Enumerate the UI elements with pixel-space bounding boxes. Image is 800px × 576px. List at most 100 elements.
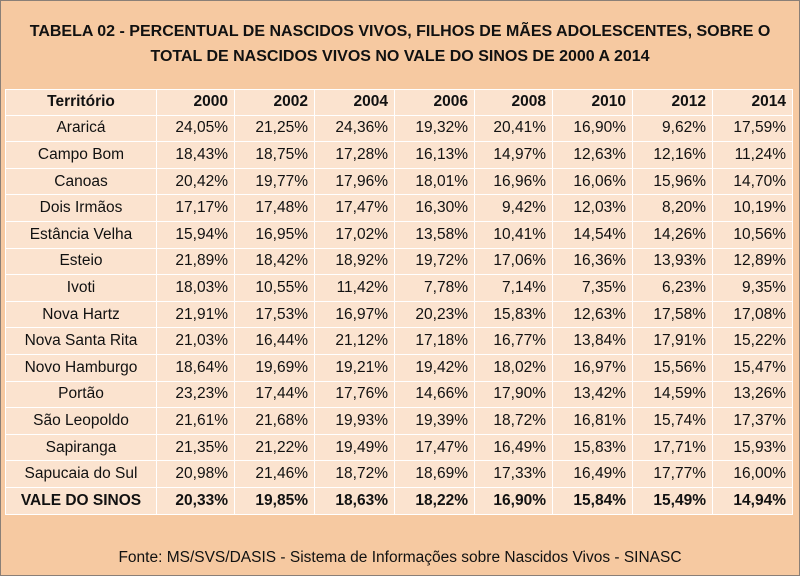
percent-cell: 14,26% bbox=[633, 221, 713, 249]
percent-cell: 19,39% bbox=[395, 408, 475, 435]
percent-cell: 24,36% bbox=[315, 115, 395, 143]
percent-cell: 17,06% bbox=[475, 248, 553, 276]
percent-cell: 21,89% bbox=[157, 248, 235, 276]
percent-cell: 16,97% bbox=[553, 354, 633, 382]
percent-cell: 13,84% bbox=[553, 328, 633, 355]
percent-cell: 6,23% bbox=[633, 275, 713, 302]
percent-cell: 14,70% bbox=[713, 168, 793, 196]
percent-cell: 16,13% bbox=[395, 142, 475, 169]
percent-cell: 18,43% bbox=[157, 142, 235, 169]
header-cell: Território bbox=[5, 89, 157, 116]
percent-cell: 20,98% bbox=[157, 461, 235, 488]
territory-cell: Esteio bbox=[5, 248, 157, 276]
table-row: Ivoti 18,03% 10,55% 11,42% 7,78% 7,14% 7,35% 6,… bbox=[5, 275, 793, 302]
percent-cell: 14,59% bbox=[633, 381, 713, 409]
percent-cell: 15,47% bbox=[713, 354, 793, 382]
table-row: Araricá 24,05% 21,25% 24,36% 19,32% 20,41% 16,… bbox=[5, 115, 793, 143]
header-cell: 2000 bbox=[157, 89, 235, 116]
percent-cell: 15,56% bbox=[633, 354, 713, 382]
percent-cell: 17,71% bbox=[633, 434, 713, 462]
percent-cell: 10,56% bbox=[713, 221, 793, 249]
percent-cell: 9,35% bbox=[713, 275, 793, 302]
territory-cell: Sapucaia do Sul bbox=[5, 461, 157, 488]
percent-cell: 18,72% bbox=[475, 408, 553, 435]
title-line-1: TABELA 02 - PERCENTUAL DE NASCIDOS VIVOS… bbox=[29, 23, 771, 40]
percent-cell: 21,61% bbox=[157, 408, 235, 435]
percent-cell: 16,96% bbox=[475, 168, 553, 196]
percent-cell: 17,17% bbox=[157, 195, 235, 222]
percent-cell: 21,46% bbox=[235, 461, 315, 488]
percent-cell: 19,32% bbox=[395, 115, 475, 143]
percent-cell: 10,41% bbox=[475, 221, 553, 249]
percent-cell: 12,63% bbox=[553, 142, 633, 169]
percent-cell: 13,26% bbox=[713, 381, 793, 409]
percent-cell: 16,49% bbox=[475, 434, 553, 462]
percent-cell: 16,90% bbox=[475, 487, 553, 515]
table-title: TABELA 02 - PERCENTUAL DE NASCIDOS VIVOS… bbox=[1, 1, 799, 87]
percent-cell: 14,97% bbox=[475, 142, 553, 169]
percent-cell: 11,24% bbox=[713, 142, 793, 169]
percent-cell: 19,69% bbox=[235, 354, 315, 382]
percent-cell: 15,83% bbox=[553, 434, 633, 462]
percent-cell: 15,49% bbox=[633, 487, 713, 515]
percent-cell: 17,37% bbox=[713, 408, 793, 435]
percent-cell: 15,84% bbox=[553, 487, 633, 515]
percent-cell: 7,78% bbox=[395, 275, 475, 302]
percent-cell: 19,49% bbox=[315, 434, 395, 462]
percent-cell: 19,85% bbox=[235, 487, 315, 515]
percent-cell: 7,14% bbox=[475, 275, 553, 302]
territory-cell: Estância Velha bbox=[5, 221, 157, 249]
percent-cell: 20,42% bbox=[157, 168, 235, 196]
percent-cell: 18,02% bbox=[475, 354, 553, 382]
percent-cell: 20,23% bbox=[395, 301, 475, 329]
percent-cell: 21,25% bbox=[235, 115, 315, 143]
percent-cell: 19,93% bbox=[315, 408, 395, 435]
percent-cell: 21,03% bbox=[157, 328, 235, 355]
title-line-2: TOTAL DE NASCIDOS VIVOS NO VALE DO SINOS… bbox=[150, 48, 650, 65]
table-row: Campo Bom 18,43% 18,75% 17,28% 16,13% 14,97% 1… bbox=[5, 142, 793, 169]
percent-cell: 16,06% bbox=[553, 168, 633, 196]
table-row: Novo Hamburgo 18,64% 19,69% 19,21% 19,42% 18,… bbox=[5, 354, 793, 382]
percent-cell: 10,19% bbox=[713, 195, 793, 222]
percent-cell: 17,48% bbox=[235, 195, 315, 222]
percent-cell: 16,36% bbox=[553, 248, 633, 276]
territory-cell: Portão bbox=[5, 381, 157, 409]
percent-cell: 19,21% bbox=[315, 354, 395, 382]
table-row: Nova Santa Rita 21,03% 16,44% 21,12% 17,18% 1… bbox=[5, 328, 793, 355]
table-row: Sapucaia do Sul 20,98% 21,46% 18,72% 18,69% 1… bbox=[5, 461, 793, 488]
table-row: Dois Irmãos 17,17% 17,48% 17,47% 16,30% 9,42%… bbox=[5, 195, 793, 222]
percent-cell: 21,22% bbox=[235, 434, 315, 462]
percent-cell: 16,81% bbox=[553, 408, 633, 435]
percent-cell: 10,55% bbox=[235, 275, 315, 302]
percent-cell: 21,91% bbox=[157, 301, 235, 329]
percent-cell: 17,44% bbox=[235, 381, 315, 409]
header-cell: 2002 bbox=[235, 89, 315, 116]
percent-cell: 17,08% bbox=[713, 301, 793, 329]
percent-cell: 16,90% bbox=[553, 115, 633, 143]
territory-cell: Sapiranga bbox=[5, 434, 157, 462]
percent-cell: 18,69% bbox=[395, 461, 475, 488]
percent-cell: 18,63% bbox=[315, 487, 395, 515]
percent-cell: 17,76% bbox=[315, 381, 395, 409]
table-row: Portão 23,23% 17,44% 17,76% 14,66% 17,90% 13,4… bbox=[5, 381, 793, 409]
header-cell: 2010 bbox=[553, 89, 633, 116]
territory-cell: Nova Hartz bbox=[5, 301, 157, 329]
percent-cell: 21,35% bbox=[157, 434, 235, 462]
percent-cell: 17,96% bbox=[315, 168, 395, 196]
header-cell: 2006 bbox=[395, 89, 475, 116]
percent-cell: 17,33% bbox=[475, 461, 553, 488]
percent-cell: 15,74% bbox=[633, 408, 713, 435]
percent-cell: 16,30% bbox=[395, 195, 475, 222]
percent-cell: 17,02% bbox=[315, 221, 395, 249]
percent-cell: 17,47% bbox=[395, 434, 475, 462]
header-cell: 2012 bbox=[633, 89, 713, 116]
percent-cell: 19,42% bbox=[395, 354, 475, 382]
percent-cell: 13,42% bbox=[553, 381, 633, 409]
percent-cell: 17,18% bbox=[395, 328, 475, 355]
percent-cell: 13,93% bbox=[633, 248, 713, 276]
percent-cell: 18,01% bbox=[395, 168, 475, 196]
percent-cell: 15,93% bbox=[713, 434, 793, 462]
percent-cell: 17,53% bbox=[235, 301, 315, 329]
percent-cell: 16,97% bbox=[315, 301, 395, 329]
